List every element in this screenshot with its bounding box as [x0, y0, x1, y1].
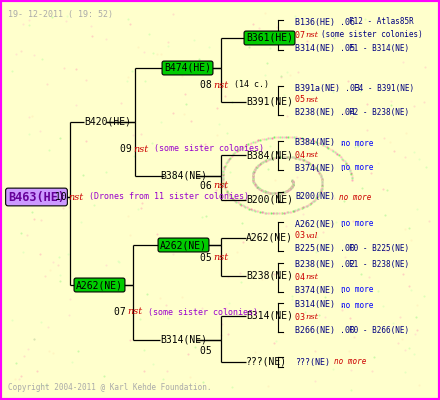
- Text: B200(NE): B200(NE): [295, 192, 335, 202]
- Text: no more: no more: [341, 220, 374, 228]
- Text: ???(NE): ???(NE): [295, 358, 330, 366]
- Text: nst: nst: [305, 273, 319, 281]
- Text: (Drones from 11 sister colonies): (Drones from 11 sister colonies): [84, 192, 249, 202]
- Text: B374(NE) .: B374(NE) .: [295, 164, 345, 172]
- Text: A262(NE): A262(NE): [76, 280, 123, 290]
- Text: nst: nst: [213, 182, 228, 190]
- Text: nst: nst: [305, 96, 319, 104]
- Text: A262(NE) .: A262(NE) .: [295, 220, 345, 228]
- Text: B361(HE): B361(HE): [246, 33, 293, 43]
- Text: no more: no more: [341, 300, 374, 310]
- Text: no more: no more: [341, 164, 374, 172]
- Text: B384(NE) .: B384(NE) .: [295, 138, 345, 148]
- Text: 03: 03: [295, 312, 310, 322]
- Text: B384(NE): B384(NE): [246, 150, 293, 160]
- Text: Copyright 2004-2011 @ Karl Kehde Foundation.: Copyright 2004-2011 @ Karl Kehde Foundat…: [8, 383, 212, 392]
- Text: B474(HE): B474(HE): [164, 63, 211, 73]
- Text: B420(HE): B420(HE): [84, 117, 131, 127]
- Text: val: val: [305, 232, 318, 240]
- Text: nst: nst: [133, 144, 148, 154]
- Text: ???(NE): ???(NE): [246, 357, 287, 367]
- Text: nst: nst: [305, 313, 319, 321]
- Text: 03: 03: [295, 232, 310, 240]
- Text: A262(NE): A262(NE): [160, 240, 207, 250]
- Text: B391a(NE) .03: B391a(NE) .03: [295, 84, 360, 92]
- Text: B238(NE) .02: B238(NE) .02: [295, 260, 355, 270]
- Text: 05: 05: [200, 346, 218, 356]
- Text: B238(NE): B238(NE): [246, 271, 293, 281]
- Text: nst: nst: [305, 151, 319, 159]
- Text: B384(NE): B384(NE): [160, 171, 207, 181]
- Text: (some sister colonies): (some sister colonies): [143, 308, 258, 316]
- Text: (14 c.): (14 c.): [229, 80, 269, 90]
- Text: no more: no more: [341, 138, 374, 148]
- Text: 07: 07: [295, 30, 310, 40]
- Text: B136(HE) .06: B136(HE) .06: [295, 18, 355, 26]
- Text: F0 - B266(NE): F0 - B266(NE): [349, 326, 410, 334]
- Text: 09: 09: [120, 144, 138, 154]
- Text: nst: nst: [68, 192, 83, 202]
- Text: (some sister colonies): (some sister colonies): [149, 144, 264, 154]
- Text: no more: no more: [341, 286, 374, 294]
- Text: B314(NE): B314(NE): [246, 311, 293, 321]
- Text: F0 - B225(NE): F0 - B225(NE): [349, 244, 410, 254]
- Text: F4 - B391(NE): F4 - B391(NE): [354, 84, 414, 92]
- Text: no more: no more: [339, 192, 371, 202]
- Text: B314(NE) .05: B314(NE) .05: [295, 44, 355, 54]
- Text: B463(HE): B463(HE): [8, 190, 65, 204]
- Text: 07: 07: [114, 307, 132, 317]
- Text: F1 - B238(NE): F1 - B238(NE): [349, 260, 410, 270]
- Text: 19- 12-2011 ( 19: 52): 19- 12-2011 ( 19: 52): [8, 10, 113, 19]
- Text: B374(NE) .: B374(NE) .: [295, 286, 345, 294]
- Text: B314(NE): B314(NE): [160, 335, 207, 345]
- Text: B225(NE) .00: B225(NE) .00: [295, 244, 355, 254]
- Text: 04: 04: [295, 150, 310, 160]
- Text: F2 - B238(NE): F2 - B238(NE): [349, 108, 410, 118]
- Text: nst: nst: [213, 80, 228, 90]
- Text: F12 - Atlas85R: F12 - Atlas85R: [349, 18, 414, 26]
- Text: 06: 06: [200, 181, 218, 191]
- Text: B391(NE): B391(NE): [246, 97, 293, 107]
- Text: B238(NE) .04: B238(NE) .04: [295, 108, 355, 118]
- Text: nst: nst: [213, 254, 228, 262]
- Text: B266(NE) .00: B266(NE) .00: [295, 326, 355, 334]
- Text: A262(NE): A262(NE): [246, 233, 293, 243]
- Text: 10: 10: [55, 192, 73, 202]
- Text: 08: 08: [200, 80, 218, 90]
- Text: nst: nst: [305, 31, 319, 39]
- Text: B200(NE): B200(NE): [246, 195, 293, 205]
- Text: nst: nst: [127, 308, 142, 316]
- Text: 05: 05: [295, 96, 310, 104]
- Text: 05: 05: [200, 253, 218, 263]
- Text: (some sister colonies): (some sister colonies): [321, 30, 423, 40]
- Text: 04: 04: [295, 272, 310, 282]
- Text: no more: no more: [334, 358, 367, 366]
- Text: F1 - B314(NE): F1 - B314(NE): [349, 44, 410, 54]
- Text: B314(NE) .: B314(NE) .: [295, 300, 345, 310]
